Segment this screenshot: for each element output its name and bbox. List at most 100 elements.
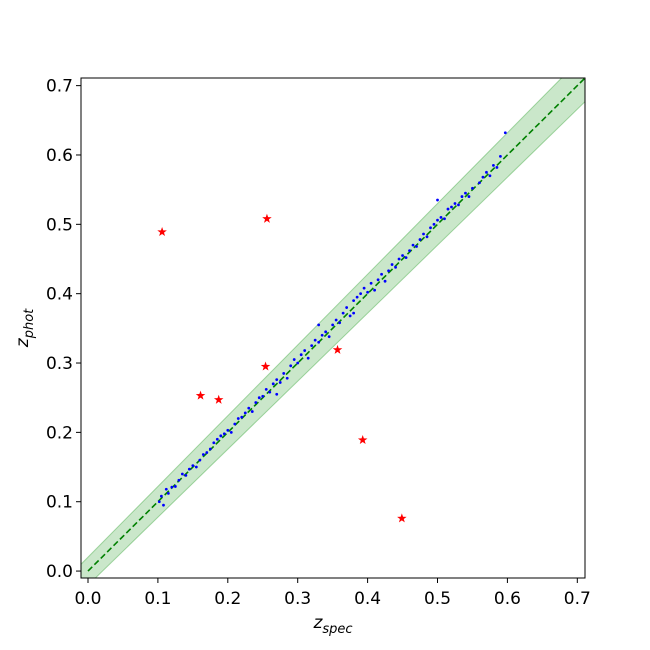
- data-point: [404, 256, 408, 260]
- data-point: [415, 245, 418, 248]
- data-point: [201, 453, 205, 456]
- data-point: [355, 295, 359, 299]
- data-point: [387, 269, 390, 273]
- data-point: [219, 434, 223, 438]
- data-point: [191, 464, 195, 468]
- data-point: [429, 226, 432, 230]
- data-point: [306, 356, 310, 360]
- data-point: [157, 500, 161, 504]
- y-tick-label: 0.2: [46, 423, 73, 443]
- data-point: [166, 491, 170, 495]
- data-point: [324, 330, 328, 334]
- data-point: [366, 290, 370, 294]
- outlier-point: [213, 394, 224, 404]
- data-point: [212, 441, 216, 445]
- data-point: [289, 364, 293, 368]
- outlier-point: [397, 513, 407, 523]
- data-point: [408, 249, 411, 253]
- data-point: [208, 447, 212, 451]
- data-point: [194, 465, 198, 469]
- data-point: [282, 372, 286, 375]
- data-point: [164, 487, 168, 491]
- x-tick-label: 0.5: [424, 589, 451, 609]
- y-label-sub: phot: [22, 308, 37, 339]
- data-point: [341, 311, 345, 315]
- data-point: [215, 437, 219, 441]
- data-point: [331, 323, 335, 327]
- data-point: [285, 376, 289, 380]
- outlier-point: [195, 390, 206, 400]
- data-point: [327, 335, 331, 339]
- data-point: [348, 314, 352, 318]
- data-point: [436, 218, 439, 222]
- data-point: [443, 217, 446, 221]
- data-point: [278, 381, 282, 384]
- data-point: [450, 205, 453, 209]
- data-point: [254, 401, 258, 404]
- y-axis-label: zphot: [13, 308, 37, 348]
- tolerance-band: [81, 78, 585, 578]
- data-point: [170, 485, 174, 489]
- data-point: [236, 417, 240, 420]
- data-point: [390, 263, 394, 266]
- data-point: [240, 415, 244, 419]
- data-point: [275, 392, 279, 396]
- outlier-point: [332, 344, 343, 354]
- data-point: [310, 344, 314, 348]
- data-point: [495, 166, 499, 169]
- y-tick-label: 0.6: [46, 146, 73, 166]
- data-point: [313, 338, 317, 342]
- x-label-base: z: [312, 613, 323, 633]
- data-point: [383, 279, 387, 283]
- data-point: [222, 432, 226, 436]
- data-point: [422, 232, 425, 236]
- data-point: [268, 390, 272, 394]
- data-point: [453, 202, 457, 205]
- data-point: [233, 422, 237, 426]
- y-label-base: z: [13, 337, 33, 348]
- data-point: [261, 394, 265, 398]
- data-point: [320, 333, 324, 337]
- outlier-point: [260, 361, 271, 371]
- data-point: [411, 243, 415, 247]
- data-point: [345, 306, 349, 309]
- data-point: [471, 186, 474, 190]
- x-tick-label: 0.4: [354, 589, 381, 609]
- data-point: [359, 292, 363, 296]
- data-point: [243, 411, 247, 415]
- data-point: [492, 163, 495, 167]
- data-point: [177, 478, 181, 482]
- y-tick-label: 0.4: [46, 285, 73, 305]
- data-point: [380, 272, 383, 276]
- y-tick-label: 0.3: [46, 354, 73, 374]
- data-point: [173, 485, 177, 488]
- data-point: [264, 387, 268, 391]
- data-point: [299, 353, 303, 357]
- x-tick-label: 0.2: [214, 589, 241, 609]
- data-point: [376, 278, 380, 282]
- data-point: [229, 430, 233, 434]
- data-point: [162, 503, 165, 507]
- data-point: [488, 174, 492, 178]
- outlier-point: [157, 226, 167, 236]
- data-point: [334, 318, 338, 322]
- data-point: [180, 472, 184, 476]
- data-point: [317, 323, 321, 327]
- data-point: [401, 254, 404, 257]
- axes-frame: [80, 77, 586, 579]
- x-axis-label: zspec: [312, 613, 352, 637]
- data-point: [292, 358, 296, 361]
- x-tick-label: 0.7: [564, 589, 591, 609]
- data-point: [250, 410, 254, 413]
- y-tick-label: 0.7: [46, 77, 73, 97]
- data-point: [418, 238, 422, 241]
- data-point: [296, 361, 300, 365]
- data-point: [247, 406, 251, 410]
- outlier-point: [262, 213, 272, 223]
- data-point: [362, 286, 366, 290]
- x-tick-label: 0.6: [494, 589, 521, 609]
- plot-area: [81, 78, 585, 578]
- data-point: [457, 203, 460, 207]
- data-point: [460, 195, 464, 198]
